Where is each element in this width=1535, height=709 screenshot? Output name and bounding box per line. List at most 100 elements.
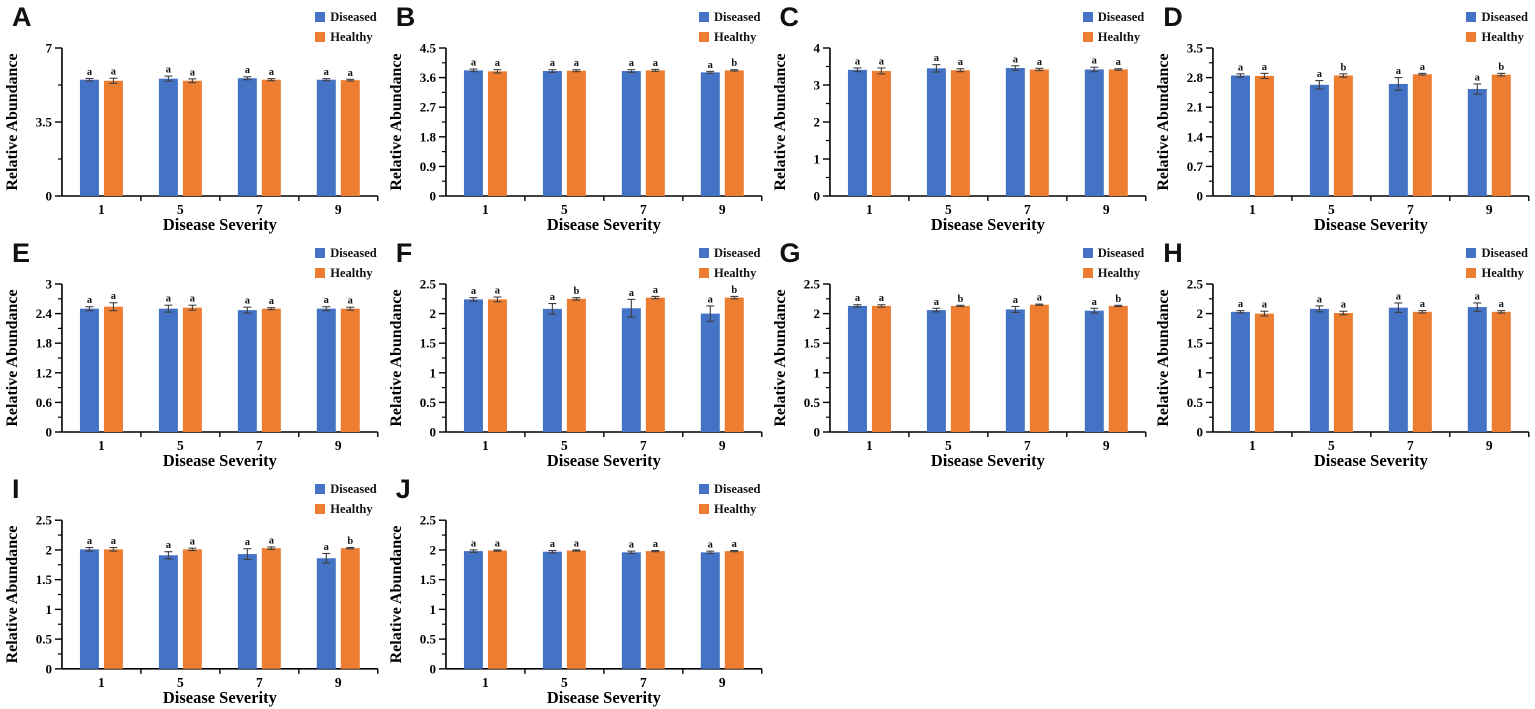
bar-diseased xyxy=(237,78,257,196)
diseased-swatch-icon xyxy=(1082,248,1093,259)
sig-letter: b xyxy=(347,536,353,547)
panel-letter: B xyxy=(395,2,416,32)
panel-letter: H xyxy=(1163,238,1183,268)
legend-label: Diseased xyxy=(713,482,761,496)
sig-letter: a xyxy=(1012,295,1018,306)
x-tick-label: 5 xyxy=(561,675,568,690)
legend-item-healthy: Healthy xyxy=(1466,266,1528,280)
bar-healthy xyxy=(103,80,123,196)
healthy-swatch-icon xyxy=(698,31,709,42)
sig-letter: a xyxy=(348,296,354,307)
bar-healthy xyxy=(645,297,665,432)
bar-chart: 0 1 2 3 4 a a a a a a a a 1 5 7 9 Disease Severity Relativ… xyxy=(771,40,1146,234)
x-tick-label: 1 xyxy=(1249,202,1256,217)
y-axis-label: Relative Abundance xyxy=(771,289,788,426)
bar-chart: 0 0.5 1 1.5 2 2.5 a a a a a b a b 1 5 7 9 Disease Severity… xyxy=(388,276,763,470)
legend-label: Diseased xyxy=(1481,10,1528,24)
y-tick-label: 4.5 xyxy=(419,40,436,55)
legend-item-healthy: Healthy xyxy=(698,501,761,516)
sig-letter: a xyxy=(574,58,580,69)
x-tick-label: 5 xyxy=(945,202,952,217)
x-axis-label: Disease Severity xyxy=(163,215,278,234)
x-tick-label: 1 xyxy=(98,202,105,217)
x-tick-label: 1 xyxy=(866,202,873,217)
panel-d: D Diseased Healthy 0 0.7 1.4 2.1 2.8 3.5 a a a a a… xyxy=(1151,0,1535,236)
sig-letter: a xyxy=(87,536,93,547)
sig-letter: a xyxy=(471,58,477,69)
bar-diseased xyxy=(926,68,946,196)
bar-healthy xyxy=(340,548,360,669)
y-tick-label: 0.5 xyxy=(36,632,53,647)
bar-healthy xyxy=(182,80,202,196)
bar-healthy xyxy=(487,299,507,432)
y-tick-label: 0.5 xyxy=(419,632,436,647)
legend-label: Healthy xyxy=(713,501,757,516)
y-tick-label: 2.5 xyxy=(803,276,820,291)
sig-letter: a xyxy=(269,67,275,78)
healthy-swatch-icon xyxy=(315,267,326,278)
sig-letter: a xyxy=(166,540,172,551)
bar-diseased xyxy=(1468,89,1488,196)
x-tick-label: 7 xyxy=(1023,202,1030,217)
y-tick-label: 0 xyxy=(429,188,435,203)
bar-healthy xyxy=(1108,69,1128,196)
legend-label: Diseased xyxy=(1097,10,1145,24)
legend: Diseased Healthy xyxy=(315,11,377,43)
bar-healthy xyxy=(1492,74,1512,196)
legend-label: Healthy xyxy=(330,265,373,280)
y-tick-label: 2.7 xyxy=(419,100,436,115)
sig-letter: a xyxy=(1396,291,1402,302)
x-tick-label: 7 xyxy=(256,202,263,217)
sig-letter: a xyxy=(1036,57,1042,68)
bar-diseased xyxy=(1231,75,1251,196)
bar-healthy xyxy=(487,71,507,196)
legend-label: Diseased xyxy=(330,246,377,260)
bar-diseased xyxy=(542,551,562,669)
sig-letter: a xyxy=(1317,69,1323,80)
x-axis-label: Disease Severity xyxy=(547,215,662,234)
x-tick-label: 1 xyxy=(482,202,489,217)
bar-diseased xyxy=(237,310,257,432)
x-axis-label: Disease Severity xyxy=(163,451,278,470)
sig-letter: a xyxy=(269,296,275,307)
legend-item-healthy: Healthy xyxy=(315,502,377,516)
sig-letter: a xyxy=(1475,291,1481,302)
sig-letter: b xyxy=(731,285,737,296)
healthy-swatch-icon xyxy=(315,503,326,514)
legend-item-diseased: Diseased xyxy=(698,482,761,496)
panel-g: G Diseased Healthy 0 0.5 1 1.5 2 2.5 a a a a a b a b 1… xyxy=(768,236,1152,472)
sig-letter: a xyxy=(471,538,477,549)
panel-letter: C xyxy=(779,2,800,32)
panel-j: J Diseased Healthy 0 0.5 1 1.5 2 2.5 a a a a a a a a 1… xyxy=(384,472,768,709)
bar-healthy xyxy=(1255,75,1275,196)
y-tick-label: 1.5 xyxy=(1187,336,1204,351)
legend: Diseased Healthy xyxy=(1466,11,1528,43)
sig-letter: a xyxy=(111,291,117,302)
sig-letter: a xyxy=(166,65,172,76)
sig-letter: a xyxy=(854,56,860,67)
bar-healthy xyxy=(182,549,202,669)
bar-diseased xyxy=(463,551,483,669)
sig-letter: a xyxy=(1499,299,1505,310)
bar-diseased xyxy=(79,79,99,196)
y-axis-label: Relative Abundance xyxy=(4,53,21,190)
bar-chart: 0 0.7 1.4 2.1 2.8 3.5 a a a a a b a b 1 5 7 9 Disease Seve… xyxy=(1155,40,1530,234)
bar-healthy xyxy=(340,80,360,196)
sig-letter: a xyxy=(495,538,501,549)
sig-letter: b xyxy=(731,58,737,69)
bar-diseased xyxy=(1310,84,1330,196)
y-tick-label: 2.1 xyxy=(1187,100,1203,115)
bar-healthy xyxy=(261,548,281,669)
panel-letter: G xyxy=(779,238,801,268)
bar-healthy xyxy=(645,70,665,196)
y-axis-label: Relative Abundance xyxy=(1155,53,1172,190)
y-axis-label: Relative Abundance xyxy=(771,53,788,190)
sig-letter: a xyxy=(933,297,939,308)
sig-letter: a xyxy=(111,536,117,547)
bar-diseased xyxy=(926,310,946,432)
healthy-swatch-icon xyxy=(1466,31,1477,42)
sig-letter: a xyxy=(245,65,251,76)
legend-item-diseased: Diseased xyxy=(698,247,761,260)
x-tick-label: 9 xyxy=(1102,438,1109,453)
